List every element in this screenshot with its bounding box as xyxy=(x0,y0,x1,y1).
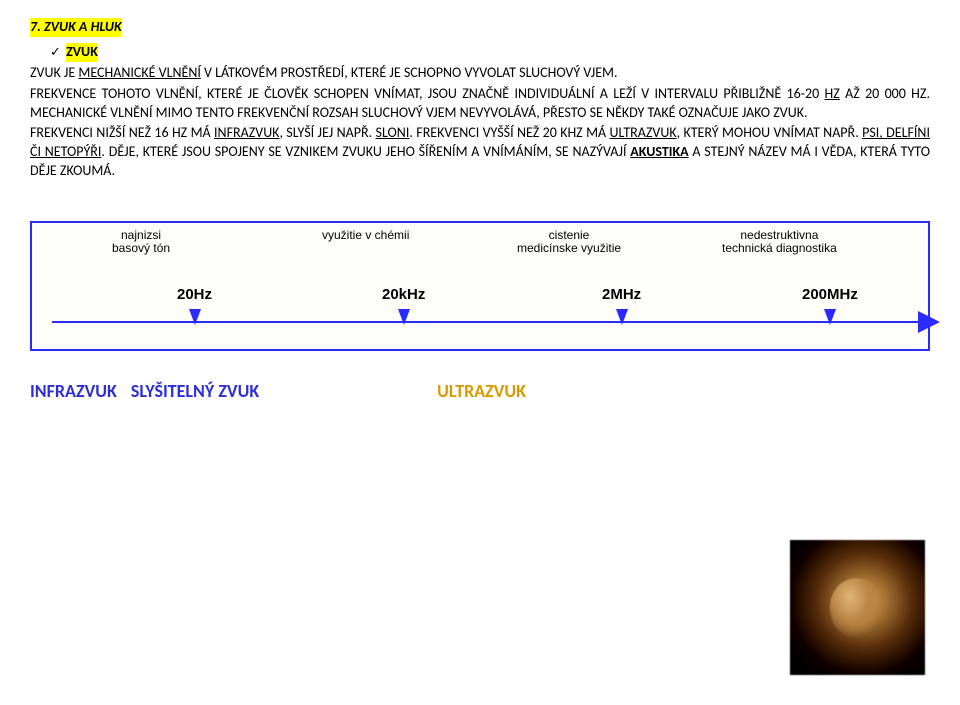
diagram-top-label: cisteniemedicínske využitie xyxy=(517,229,621,255)
unit-hz: HZ xyxy=(825,85,840,102)
frequency-diagram: najnizsibasový tón využitie v chémii ciste… xyxy=(30,221,930,351)
subhead: ✓ ZVUK xyxy=(50,43,930,62)
range-ultrazvuk: ULTRAZVUK xyxy=(437,379,526,403)
paragraph-3: FREKVENCI NIŽŠÍ NEŽ 16 HZ MÁ INFRAZVUK, … xyxy=(30,124,930,181)
freq-tick-label: 20kHz xyxy=(382,285,425,305)
tick-arrow-icon xyxy=(824,309,836,325)
term-akustika: AKUSTIKA xyxy=(630,143,688,160)
term-sloni: SLONI xyxy=(376,124,410,141)
tick-arrow-icon xyxy=(189,309,201,325)
tick-arrow-icon xyxy=(398,309,410,325)
diagram-top-label: nedestruktivnatechnická diagnostika xyxy=(722,229,837,255)
tick-arrow-icon xyxy=(616,309,628,325)
paragraph-1: ZVUK JE MECHANICKÉ VLNĚNÍ V LÁTKOVÉM PRO… xyxy=(30,64,930,83)
freq-tick-label: 200MHz xyxy=(802,285,858,305)
freq-tick-label: 2MHz xyxy=(602,285,641,305)
subhead-label: ZVUK xyxy=(66,43,98,62)
diagram-top-label: najnizsibasový tón xyxy=(112,229,170,255)
text: , KTERÝ MOHOU VNÍMAT NAPŘ. xyxy=(677,124,862,141)
paragraph-2: FREKVENCE TOHOTO VLNĚNÍ, KTERÉ JE ČLOVĚK… xyxy=(30,85,930,123)
text: FREKVENCE TOHOTO VLNĚNÍ, KTERÉ JE ČLOVĚK… xyxy=(30,85,825,102)
page-title: 7. ZVUK A HLUK xyxy=(30,18,122,37)
freq-tick: 2MHz xyxy=(602,285,641,325)
check-icon: ✓ xyxy=(50,44,61,59)
range-infrazvuk: INFRAZVUK xyxy=(30,379,117,403)
term-mech-vlneni: MECHANICKÉ VLNĚNÍ xyxy=(78,64,201,81)
term-ultrazvuk: ULTRAZVUK xyxy=(610,124,677,141)
text: ZVUK JE xyxy=(30,64,78,81)
freq-tick-label: 20Hz xyxy=(177,285,212,305)
text: . DĚJE, KTERÉ JSOU SPOJENY SE VZNIKEM ZV… xyxy=(101,143,630,160)
axis-arrow-icon xyxy=(920,313,938,331)
range-labels-row: INFRAZVUK SLYŠITELNÝ ZVUK ULTRAZVUK xyxy=(30,379,930,403)
text: V LÁTKOVÉM PROSTŘEDÍ, KTERÉ JE SCHOPNO V… xyxy=(201,64,618,81)
freq-tick: 20Hz xyxy=(177,285,212,325)
diagram-top-label: využitie v chémii xyxy=(322,229,409,242)
text: FREKVENCI NIŽŠÍ NEŽ 16 HZ MÁ xyxy=(30,124,214,141)
range-slysitelny: SLYŠITELNÝ ZVUK xyxy=(131,379,259,403)
freq-tick: 20kHz xyxy=(382,285,425,325)
term-infrazvuk: INFRAZVUK xyxy=(214,124,279,141)
freq-tick: 200MHz xyxy=(802,285,858,325)
diagram-top-labels: najnizsibasový tón využitie v chémii ciste… xyxy=(32,229,928,267)
ultrasound-image xyxy=(790,540,925,675)
text: , SLYŠÍ JEJ NAPŘ. xyxy=(279,124,375,141)
text: . FREKVENCI VYŠŠÍ NEŽ 20 KHZ MÁ xyxy=(409,124,609,141)
